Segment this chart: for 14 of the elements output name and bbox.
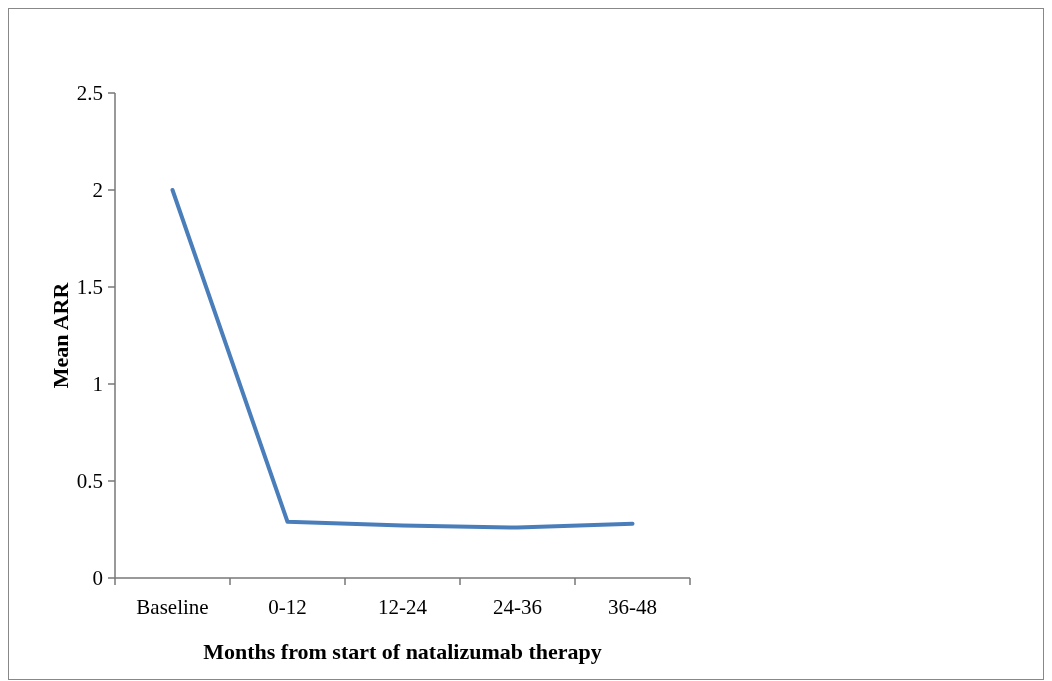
y-axis-title: Mean ARR (48, 281, 73, 389)
x-tick-label: Baseline (136, 595, 209, 619)
x-tick-label: 36-48 (608, 595, 657, 619)
x-tick-label: 0-12 (268, 595, 307, 619)
line-series (170, 188, 635, 530)
y-tick-label: 1 (92, 372, 103, 397)
y-tick-label: 2 (92, 178, 103, 203)
x-axis-title: Months from start of natalizumab therapy (203, 639, 602, 664)
y-tick-label: 0 (92, 566, 103, 591)
y-tick-label: 2.5 (76, 81, 103, 106)
x-tick-label: 12-24 (378, 595, 428, 619)
y-tick-label: 1.5 (76, 275, 103, 300)
x-tick-label: 24-36 (493, 595, 542, 619)
y-tick-label: 0.5 (76, 469, 103, 494)
